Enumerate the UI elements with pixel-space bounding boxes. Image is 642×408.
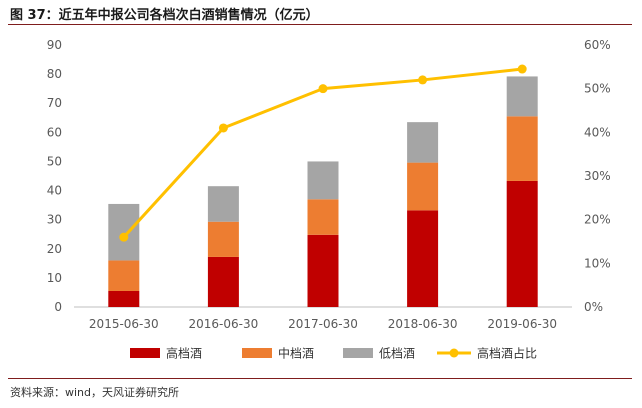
bar-2 [108,260,140,291]
y-left-tick-label: 0 [54,300,62,314]
bar-2 [407,162,439,211]
share-point [517,64,527,74]
bar-1 [307,234,339,307]
y-right-tick-label: 50% [584,82,611,96]
source-divider [8,378,632,379]
share-point [318,84,328,94]
y-left-tick-label: 10 [47,271,62,285]
y-left-tick-label: 50 [47,154,62,168]
bar-2 [207,221,239,257]
y-left-tick-label: 60 [47,125,62,139]
y-right-tick-label: 10% [584,256,611,270]
y-right-tick-label: 20% [584,213,611,227]
y-left-tick-label: 80 [47,67,62,81]
legend-swatch [130,348,160,358]
bar-1 [407,210,439,307]
bar-3 [207,186,239,222]
x-tick-label: 2016-06-30 [189,317,259,331]
legend-label: 中档酒 [278,346,314,361]
legend-swatch [242,348,272,358]
y-right-tick-label: 40% [584,125,611,139]
share-point [119,232,129,242]
bar-2 [307,199,339,235]
bar-1 [506,180,538,307]
title-divider [8,24,632,25]
y-right-tick-label: 0% [584,300,603,314]
share-point [218,123,228,133]
legend-label: 高档酒占比 [477,346,537,361]
legend-label: 高档酒 [166,346,202,361]
chart-title: 图 37：近五年中报公司各档次白酒销售情况（亿元） [10,8,319,23]
share-point [418,75,428,85]
y-left-tick-label: 70 [47,96,62,110]
legend-swatch-point [449,348,459,358]
bar-3 [407,122,439,163]
y-right-tick-label: 60% [584,38,611,52]
y-right-tick-label: 30% [584,169,611,183]
x-tick-label: 2015-06-30 [89,317,159,331]
legend-label: 低档酒 [379,347,415,361]
y-left-tick-label: 20 [47,242,62,256]
source-note: 资料来源：wind，天风证券研究所 [10,386,180,399]
bar-1 [207,256,239,307]
bar-3 [506,76,538,117]
y-left-tick-label: 40 [47,184,62,198]
x-tick-label: 2019-06-30 [487,317,557,331]
bar-3 [307,161,339,200]
bar-1 [108,290,140,307]
bar-3 [108,203,140,261]
y-left-tick-label: 30 [47,213,62,227]
bar-2 [506,116,538,181]
y-left-tick-label: 90 [47,38,62,52]
x-tick-label: 2017-06-30 [288,317,358,331]
legend-swatch [343,348,373,358]
x-tick-label: 2018-06-30 [388,317,458,331]
